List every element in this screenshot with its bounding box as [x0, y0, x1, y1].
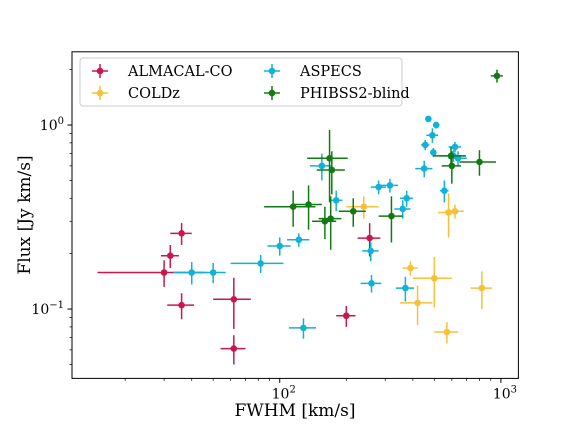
data-point [451, 143, 459, 151]
legend-item: PHIBSS2-blind [264, 86, 410, 102]
legend-marker [96, 89, 104, 97]
data-point [318, 162, 326, 170]
data-point [375, 183, 382, 191]
series-phibss2-blind [264, 69, 503, 250]
data-point [414, 299, 421, 307]
data-point [327, 215, 334, 222]
data-point [451, 207, 459, 215]
data-point [403, 194, 410, 202]
data-point [388, 212, 395, 220]
data-point [209, 269, 217, 276]
data-point [407, 264, 414, 272]
data-point [160, 269, 168, 276]
data-point [448, 162, 456, 170]
data-point [493, 72, 501, 80]
legend-label: COLDz [128, 86, 180, 102]
data-point [447, 152, 455, 160]
data-point [321, 217, 329, 225]
data-point [367, 247, 375, 255]
y-axis-label: Flux [Jy km/s] [15, 155, 35, 274]
legend-marker [268, 89, 276, 97]
y-tick-label: 100 [40, 116, 64, 134]
data-point [178, 230, 185, 237]
legend: ALMACAL-CO COLDz ASPECS PHIBSS2-blind [79, 57, 410, 107]
legend-label: ALMACAL-CO [127, 64, 233, 80]
data-point [328, 166, 336, 174]
data-point [360, 203, 368, 210]
data-point [343, 312, 350, 320]
legend-marker [268, 67, 276, 75]
data-point [349, 207, 357, 215]
data-point [300, 324, 307, 332]
x-tick-label: 103 [493, 384, 517, 402]
legend-item: ASPECS [264, 64, 362, 80]
data-point [421, 141, 429, 149]
data-point [430, 149, 437, 156]
data-point [445, 209, 452, 216]
data-point [295, 236, 303, 244]
series-almacal-co [97, 223, 381, 365]
data-point [276, 242, 284, 250]
data-point [402, 284, 409, 292]
legend-box [79, 57, 403, 107]
data-point [230, 345, 238, 352]
data-point [386, 182, 394, 189]
data-point [305, 201, 312, 208]
legend-item: ALMACAL-CO [92, 64, 233, 80]
legend-label: PHIBSS2-blind [300, 86, 410, 102]
x-tick-label: 102 [272, 384, 296, 402]
data-point [230, 295, 238, 303]
data-point [178, 301, 185, 309]
data-point [425, 115, 432, 123]
y-tick-label: 10−1 [31, 300, 64, 318]
legend-label: ASPECS [299, 64, 362, 80]
legend-marker [96, 67, 104, 75]
data-point [476, 158, 483, 166]
data-point [443, 328, 451, 336]
data-point [441, 187, 448, 194]
data-point [399, 205, 407, 213]
data-point [368, 280, 375, 287]
series-aspecs [173, 115, 467, 339]
data-point [478, 284, 486, 292]
data-point [420, 165, 428, 172]
data-point [332, 196, 340, 204]
data-point [429, 131, 436, 139]
axis-ticks: 102 103 10−1 100 [31, 69, 517, 402]
x-axis-label: FWHM [km/s] [234, 401, 355, 421]
data-point [432, 121, 440, 129]
series-coldz [346, 193, 492, 344]
plot-marks [97, 69, 503, 365]
data-point [366, 234, 373, 242]
data-point [166, 252, 174, 259]
plot-frame [71, 51, 519, 379]
data-point [431, 274, 438, 282]
data-point [188, 269, 196, 276]
legend-item: COLDz [92, 86, 180, 102]
data-point [257, 260, 264, 267]
